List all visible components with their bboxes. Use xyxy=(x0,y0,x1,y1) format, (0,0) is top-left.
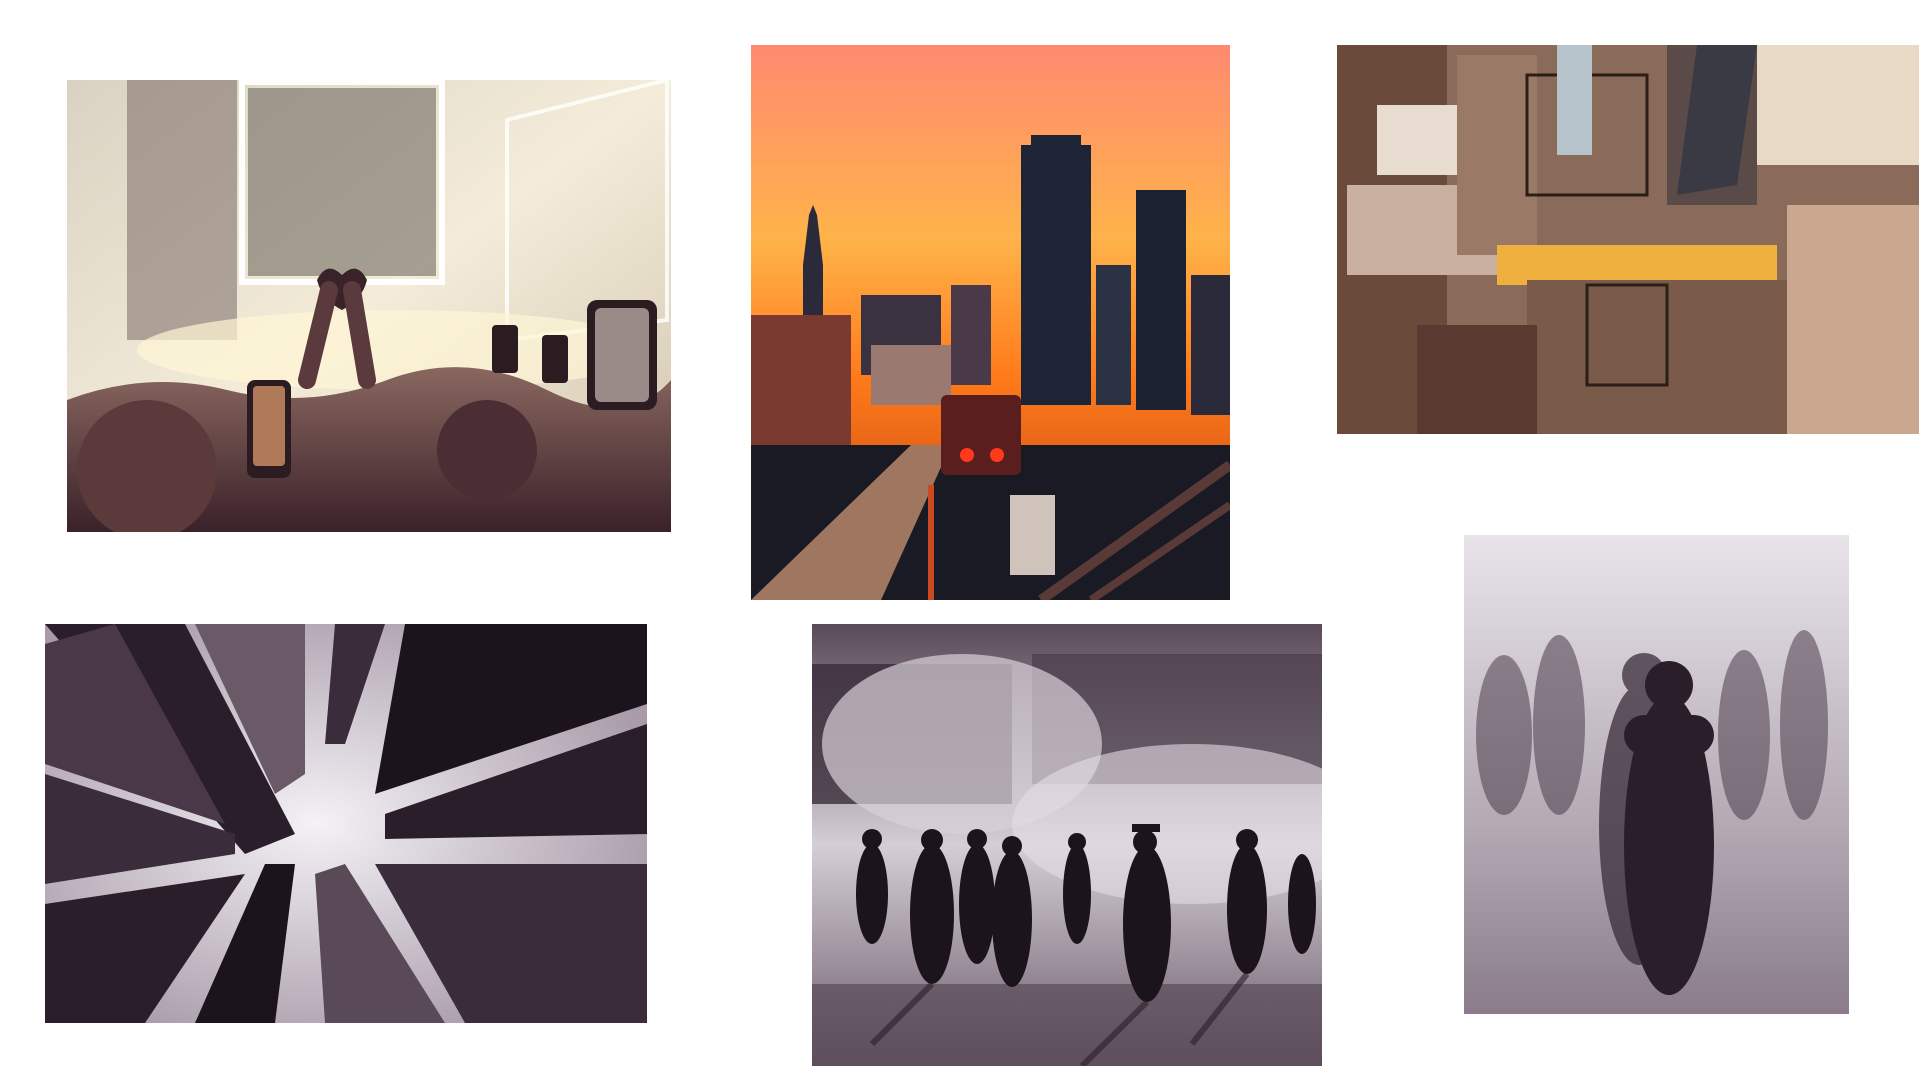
photo-ghostly-figures[interactable] xyxy=(1464,535,1849,1014)
photo-city-sunset-train[interactable] xyxy=(751,45,1230,600)
photo-rooftops-aerial[interactable] xyxy=(1337,45,1919,434)
photo-skyscrapers-looking-up[interactable] xyxy=(45,624,647,1023)
skyscrapers-looking-up-image xyxy=(45,624,647,1023)
rooftops-aerial-image xyxy=(1337,45,1919,434)
steam-street-silhouettes-image xyxy=(812,624,1322,1066)
photo-concert-crowd[interactable] xyxy=(67,80,671,532)
concert-crowd-image xyxy=(67,80,671,532)
ghostly-figures-image xyxy=(1464,535,1849,1014)
photo-steam-street-silhouettes[interactable] xyxy=(812,624,1322,1066)
city-sunset-train-image xyxy=(751,45,1230,600)
